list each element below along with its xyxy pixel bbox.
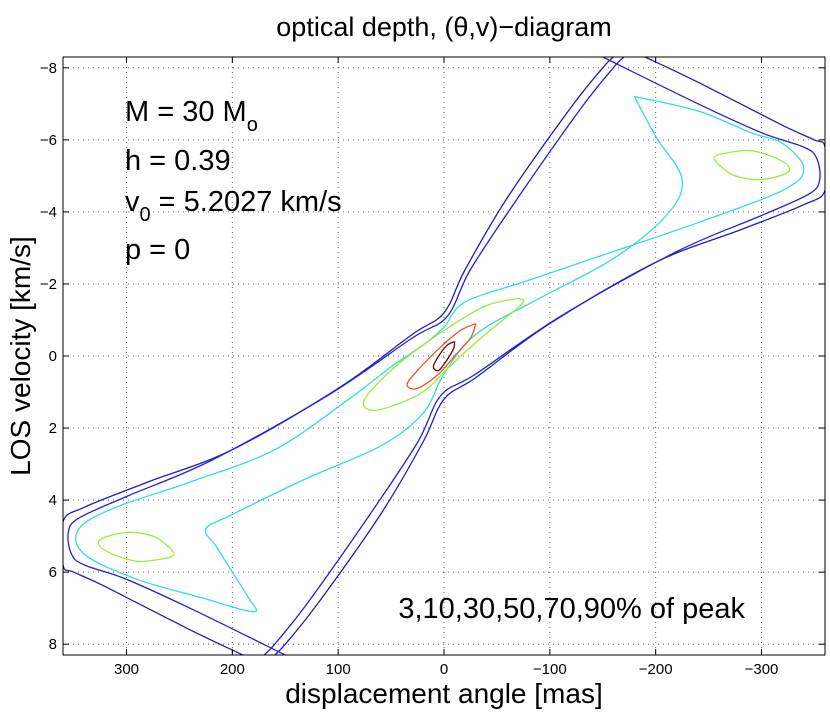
contour-line-50-lobe (713, 149, 791, 181)
y-tick-label: 0 (49, 348, 57, 365)
y-tick-label: 6 (49, 564, 57, 581)
y-tick-label: −2 (40, 276, 57, 293)
y-tick-label: 2 (49, 420, 57, 437)
annotation-mass: M = 30 Mo (125, 96, 258, 136)
y-tick-label: −6 (40, 132, 57, 149)
x-tick-label: −300 (745, 661, 779, 678)
contour-line-50 (362, 297, 525, 412)
contour-line-10-mirror (263, 57, 821, 655)
contour-line-50-lobe-mirror (97, 531, 175, 563)
contour-line-70 (406, 322, 477, 390)
x-tick-label: 100 (326, 661, 351, 678)
annotation-v0-value: = 5.2027 km/s (151, 186, 342, 218)
x-axis-label: displacement angle [mas] (285, 678, 603, 709)
x-tick-label: 300 (114, 661, 139, 678)
y-tick-layer: −8 −6 −4 −2 0 2 4 6 8 (40, 60, 825, 653)
annotation-v0-symbol: v (125, 186, 140, 218)
x-tick-layer: 300 200 100 0 −100 −200 −300 (114, 57, 778, 678)
contour-levels-label: 3,10,30,50,70,90% of peak (398, 593, 745, 625)
y-tick-label: −4 (40, 204, 57, 221)
annotation-p: p = 0 (125, 234, 190, 266)
contour-layer (63, 57, 825, 655)
x-tick-label: 200 (220, 661, 245, 678)
annotation-h: h = 0.39 (125, 145, 231, 177)
y-tick-label: 4 (49, 492, 57, 509)
y-axis-label: LOS velocity [km/s] (5, 236, 36, 476)
annotation-v0: v0 = 5.2027 km/s (125, 186, 342, 226)
contour-line-10 (67, 57, 625, 655)
x-tick-label: −100 (533, 661, 567, 678)
annotation-mass-main: M = 30 M (125, 96, 247, 128)
annotation-v0-subscript: 0 (140, 204, 151, 226)
y-tick-label: −8 (40, 60, 57, 77)
contour-line-30 (75, 95, 805, 613)
x-tick-label: 0 (440, 661, 448, 678)
x-tick-label: −200 (639, 661, 673, 678)
contour-line-90 (432, 340, 456, 372)
annotation-mass-subscript: o (247, 114, 258, 136)
grid-layer (63, 57, 825, 655)
chart-title: optical depth, (θ,v)−diagram (276, 12, 611, 42)
y-tick-label: 8 (49, 636, 57, 653)
